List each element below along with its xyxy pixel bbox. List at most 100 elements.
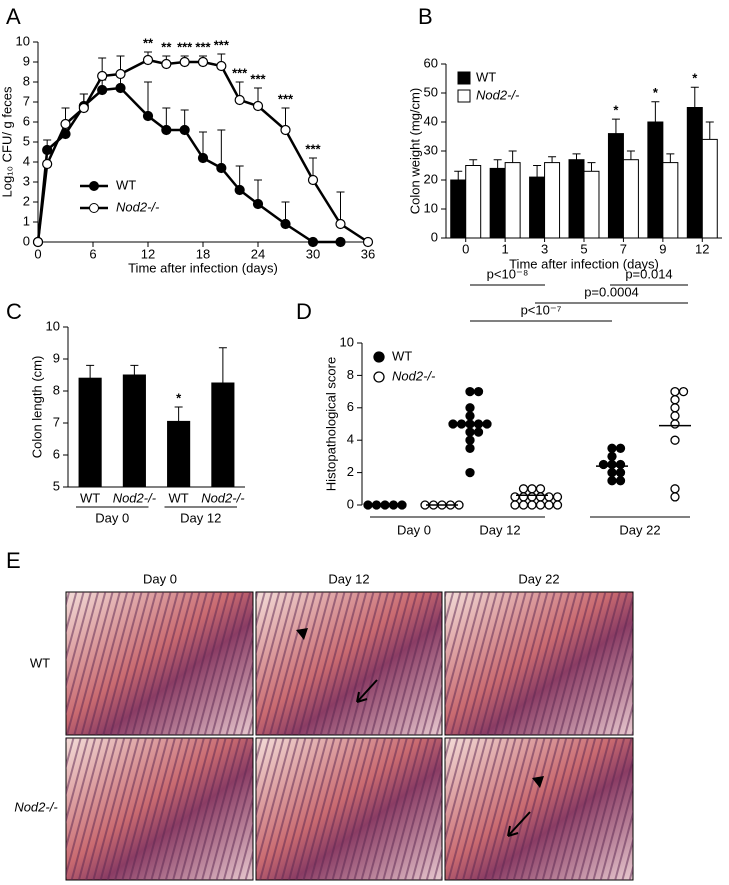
point	[465, 427, 475, 437]
point	[161, 58, 172, 70]
arrow	[356, 679, 378, 703]
error-bar	[533, 165, 542, 178]
bar	[489, 167, 506, 239]
column-label: Day 12	[328, 571, 369, 586]
point	[465, 403, 475, 413]
arrowhead-marker	[532, 776, 544, 788]
legend-marker	[89, 203, 99, 213]
bar	[583, 170, 600, 239]
point	[670, 492, 680, 502]
x-tick-label: Day 12	[479, 522, 520, 537]
error-bar	[336, 191, 345, 224]
x-axis-title: Time after infection (days)	[509, 256, 659, 271]
point	[307, 174, 319, 186]
x-tick-label: 6	[89, 246, 96, 261]
error-bar	[572, 153, 581, 160]
error-bar	[218, 347, 227, 383]
point	[473, 427, 484, 437]
x-tick-label: 0	[34, 246, 41, 261]
point	[535, 492, 546, 502]
y-tick-label: 5	[53, 478, 60, 493]
point	[670, 395, 680, 405]
point	[670, 484, 680, 494]
point	[544, 492, 554, 502]
x-tick-label: 30	[306, 246, 320, 261]
point	[473, 386, 484, 397]
p-value: p<10⁻⁸	[487, 266, 529, 281]
legend-label: Nod2-/-	[116, 199, 160, 214]
texture	[256, 592, 442, 735]
point	[607, 467, 617, 478]
x-tick-label: 18	[196, 246, 210, 261]
x-tick-label: 24	[251, 246, 265, 261]
panel-label: A	[6, 4, 21, 29]
bar	[544, 162, 561, 239]
point	[607, 476, 617, 486]
significance: **	[143, 35, 154, 50]
significance: *	[653, 85, 659, 100]
point	[280, 124, 291, 136]
x-tick-label: WT	[169, 490, 189, 505]
point	[115, 68, 126, 80]
point	[216, 60, 227, 72]
point	[670, 411, 680, 421]
error-bar	[469, 159, 478, 166]
point	[465, 435, 475, 445]
point	[60, 118, 71, 130]
significance: **	[161, 39, 172, 54]
point	[42, 158, 53, 170]
significance: ***	[214, 37, 230, 52]
bar	[211, 382, 235, 488]
y-tick-label: 30	[424, 142, 438, 157]
legend-label: WT	[116, 177, 136, 192]
significance: ***	[250, 71, 266, 86]
error-bar	[611, 118, 620, 134]
y-tick-label: 8	[347, 367, 354, 382]
x-tick-label: Day 22	[619, 522, 660, 537]
point	[615, 443, 626, 453]
bar	[122, 374, 146, 488]
legend-label: WT	[476, 69, 496, 84]
y-tick-label: 0	[431, 229, 438, 244]
y-tick-label: 8	[53, 382, 60, 397]
error-bar	[666, 153, 675, 163]
point	[518, 492, 529, 502]
point	[615, 467, 626, 478]
p-value: p=0.014	[625, 266, 672, 281]
panel-label: C	[6, 299, 22, 324]
x-tick-label: 1	[502, 241, 509, 256]
point	[115, 82, 126, 94]
point	[234, 184, 245, 196]
error-bar	[493, 159, 502, 169]
x-tick-label: 7	[620, 241, 627, 256]
point	[527, 492, 537, 502]
point	[678, 386, 689, 397]
significance: ***	[232, 65, 248, 80]
point	[234, 94, 245, 106]
point	[615, 459, 626, 470]
y-tick-label: 60	[424, 55, 438, 70]
y-tick-label: 40	[424, 113, 438, 128]
group-label: Day 0	[95, 510, 129, 525]
x-tick-label: 12	[695, 241, 709, 256]
point	[97, 84, 108, 96]
texture	[256, 738, 442, 880]
panel-label: B	[418, 4, 433, 29]
bar	[78, 377, 102, 488]
significance: *	[613, 103, 619, 118]
x-tick-label: 12	[141, 246, 155, 261]
y-tick-label: 6	[23, 113, 30, 128]
point	[615, 476, 626, 486]
x-tick-label: Nod2-/-	[201, 490, 245, 505]
point	[607, 459, 617, 470]
legend-marker	[373, 351, 385, 363]
point	[78, 102, 89, 114]
point	[510, 492, 520, 502]
point	[179, 56, 190, 68]
y-tick-label: 50	[424, 84, 438, 99]
texture	[445, 738, 633, 880]
bar	[529, 176, 546, 239]
point	[465, 411, 475, 421]
point	[142, 110, 154, 122]
x-tick-label: 5	[580, 241, 587, 256]
